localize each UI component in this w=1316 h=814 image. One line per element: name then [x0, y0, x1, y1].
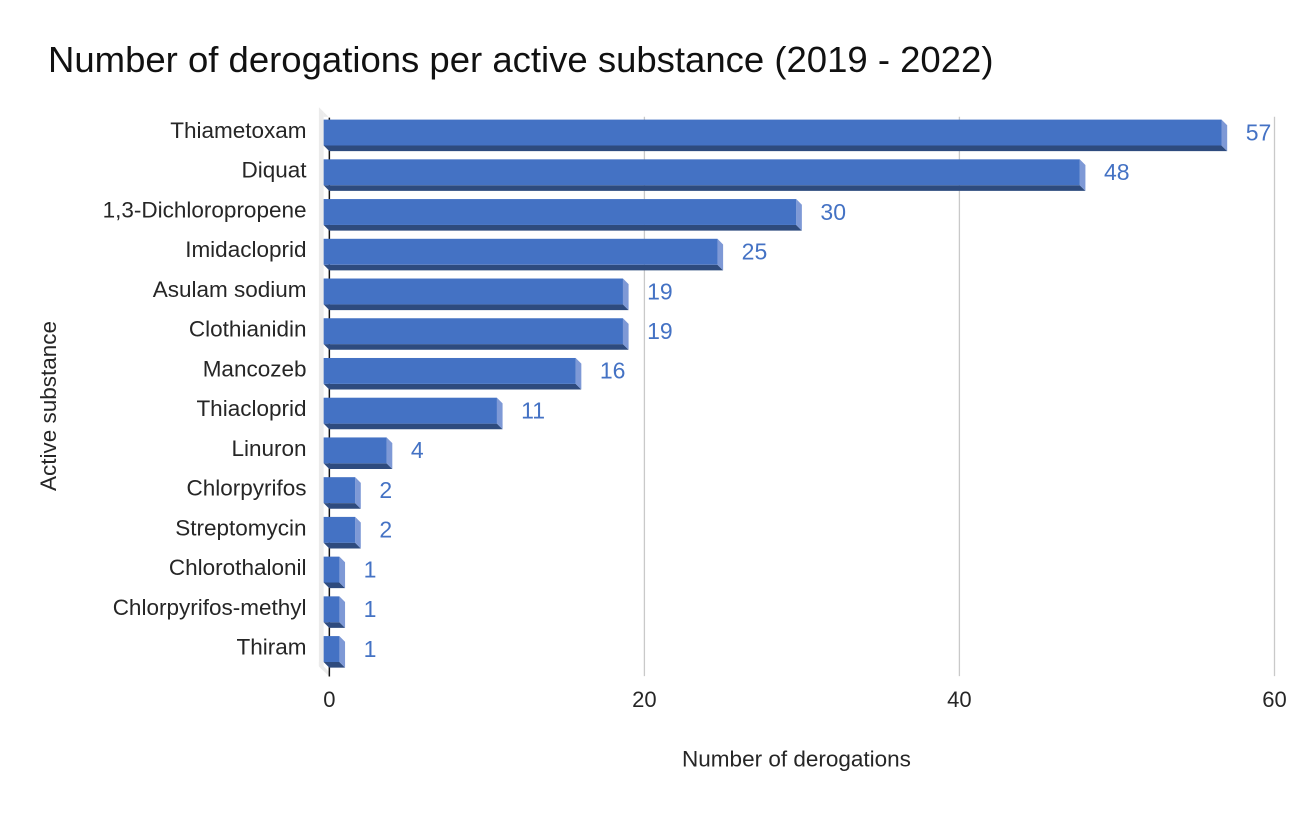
svg-text:Linuron: Linuron: [231, 436, 306, 461]
svg-text:40: 40: [947, 687, 971, 712]
svg-text:1: 1: [364, 596, 377, 622]
svg-text:Thiram: Thiram: [236, 634, 306, 659]
svg-text:25: 25: [742, 239, 768, 265]
svg-text:Imidacloprid: Imidacloprid: [185, 237, 306, 262]
svg-text:0: 0: [323, 687, 335, 712]
svg-text:Active substance: Active substance: [36, 321, 61, 491]
svg-text:Number of derogations: Number of derogations: [682, 747, 911, 772]
svg-text:Thiametoxam: Thiametoxam: [170, 118, 306, 143]
svg-text:1: 1: [364, 556, 377, 582]
svg-text:Chlorpyrifos: Chlorpyrifos: [186, 476, 306, 501]
svg-text:Diquat: Diquat: [241, 158, 307, 183]
svg-text:Chlorpyrifos-methyl: Chlorpyrifos-methyl: [113, 595, 307, 620]
svg-text:11: 11: [521, 397, 545, 423]
svg-text:1: 1: [364, 636, 377, 662]
svg-text:57: 57: [1246, 119, 1272, 145]
svg-text:2: 2: [379, 517, 392, 543]
svg-text:16: 16: [600, 358, 626, 384]
svg-text:Mancozeb: Mancozeb: [203, 356, 307, 381]
svg-text:19: 19: [647, 318, 673, 344]
svg-text:19: 19: [647, 278, 673, 304]
svg-text:Number of derogations per acti: Number of derogations per active substan…: [48, 39, 994, 80]
svg-text:Thiacloprid: Thiacloprid: [196, 396, 306, 421]
svg-text:60: 60: [1262, 687, 1286, 712]
svg-text:Asulam sodium: Asulam sodium: [153, 277, 307, 302]
svg-text:30: 30: [820, 199, 846, 225]
svg-text:1,3-Dichloropropene: 1,3-Dichloropropene: [103, 197, 307, 222]
svg-text:20: 20: [632, 687, 656, 712]
svg-text:Chlorothalonil: Chlorothalonil: [169, 555, 307, 580]
svg-text:Streptomycin: Streptomycin: [175, 515, 306, 540]
svg-text:Clothianidin: Clothianidin: [189, 317, 307, 342]
svg-text:2: 2: [379, 477, 392, 503]
svg-text:4: 4: [411, 437, 424, 463]
svg-text:48: 48: [1104, 159, 1130, 185]
